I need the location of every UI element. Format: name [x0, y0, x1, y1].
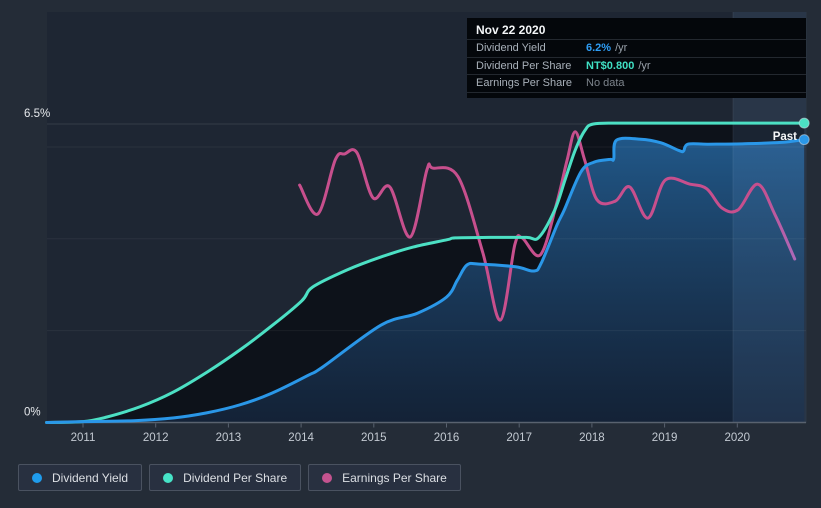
x-axis-label-2013: 2013	[216, 432, 242, 444]
x-axis-label-2012: 2012	[143, 432, 169, 444]
chart-tooltip: Nov 22 2020 Dividend Yield 6.2% /yr Divi…	[467, 18, 806, 98]
x-axis-label-2017: 2017	[506, 432, 532, 444]
tooltip-row-dividend-yield: Dividend Yield 6.2% /yr	[467, 40, 806, 58]
legend-label: Dividend Per Share	[183, 470, 288, 485]
legend-label: Earnings Per Share	[342, 470, 447, 485]
legend-item-dividend-per-share[interactable]: Dividend Per Share	[149, 464, 302, 491]
x-axis-label-2018: 2018	[579, 432, 605, 444]
earnings-per-share-line	[298, 130, 797, 322]
dividend-per-share-swatch-icon	[163, 472, 174, 483]
y-axis-label-6.5%: 6.5%	[24, 108, 50, 120]
past-label: Past	[773, 131, 797, 143]
x-axis-label-2020: 2020	[725, 432, 751, 444]
x-axis-label-2014: 2014	[288, 432, 314, 444]
tooltip-row-2-value: No data	[586, 77, 625, 90]
tooltip-label: Earnings Per Share	[476, 77, 572, 90]
legend-item-earnings-per-share[interactable]: Earnings Per Share	[308, 464, 461, 491]
tooltip-row-1-value: NT$0.800	[586, 59, 635, 72]
dividend-yield-swatch-icon	[32, 472, 42, 483]
legend-item-dividend-yield[interactable]: Dividend Yield	[18, 464, 143, 491]
dividend-yield-line	[45, 136, 806, 424]
dividend-yield-area	[46, 138, 805, 423]
tooltip-label: Dividend Per Share	[476, 59, 572, 72]
y-axis-label-0%: 0%	[24, 407, 41, 419]
tooltip-suffix: /yr	[638, 59, 651, 72]
tooltip-row-earnings-per-share: Earnings Per Share No data	[467, 75, 806, 93]
dividend-per-share-end-dot	[798, 117, 810, 129]
earnings-per-share-swatch-icon	[322, 472, 333, 483]
x-axis-label-2016: 2016	[434, 432, 460, 444]
tooltip-label: Dividend Yield	[476, 42, 546, 55]
tooltip-date: Nov 22 2020	[467, 18, 806, 40]
x-axis-label-2011: 2011	[71, 432, 96, 444]
legend-label: Dividend Yield	[52, 470, 129, 485]
dividend-yield-end-dot	[798, 134, 810, 146]
tooltip-suffix: /yr	[615, 42, 628, 55]
x-axis-label-2015: 2015	[361, 432, 387, 444]
tooltip-row-0-value: 6.2%	[586, 42, 612, 55]
dividend-per-share-line	[45, 121, 806, 424]
tooltip-row-dividend-per-share: Dividend Per Share NT$0.800 /yr	[467, 58, 806, 75]
x-axis-label-2019: 2019	[652, 432, 678, 444]
chart-legend: Dividend Yield Dividend Per Share Earnings…	[18, 464, 461, 491]
